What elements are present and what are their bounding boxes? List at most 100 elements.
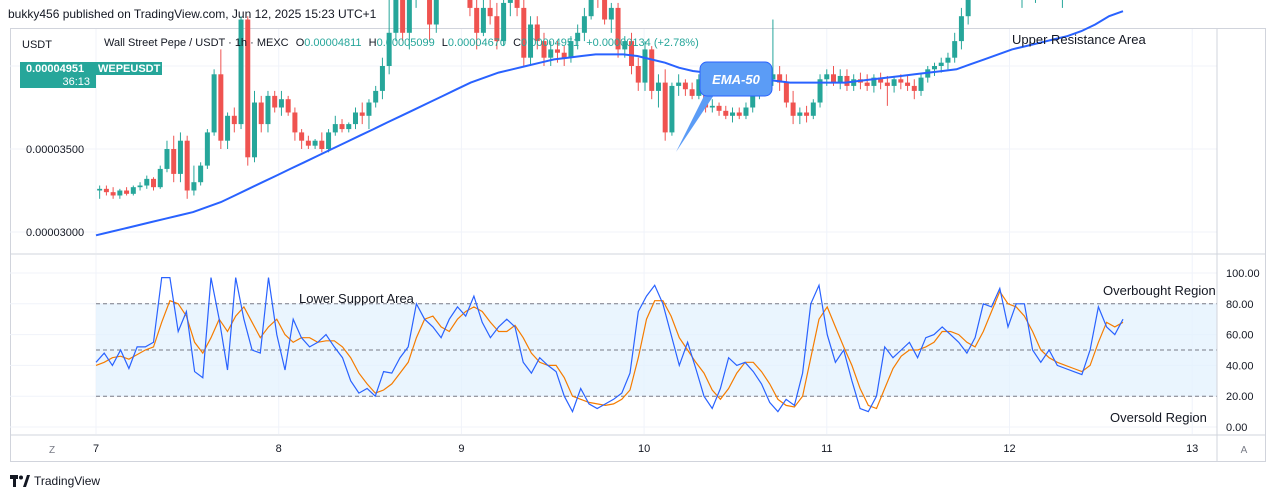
candle-body — [373, 90, 379, 103]
candle-body — [635, 66, 641, 83]
ema-line — [95, 10, 1124, 237]
candle-body — [528, 24, 534, 58]
candle-body — [292, 112, 298, 133]
candle-body — [393, 0, 399, 33]
candle-body — [952, 41, 958, 58]
stoch-d-line — [95, 290, 1124, 410]
candle-body — [716, 105, 722, 111]
footer: TradingView — [10, 472, 100, 490]
candle-body — [608, 7, 614, 20]
close-value: 0.00004951 — [521, 37, 579, 49]
candle-body — [366, 102, 372, 116]
candle-body — [137, 185, 143, 188]
publisher-line: bukky456 published on TradingView.com, J… — [8, 7, 377, 21]
footer-brand: TradingView — [34, 474, 101, 488]
candle-body — [285, 99, 291, 113]
time-tick-label: 13 — [1186, 443, 1198, 455]
candle-body — [642, 49, 648, 83]
candle-body — [299, 132, 305, 141]
stoch-axis[interactable]: 100.00 80.00 60.00 40.00 20.00 0.00 — [1226, 268, 1260, 434]
candle-body — [884, 82, 890, 86]
stoch-tick-label: 20.00 — [1226, 391, 1254, 403]
open-label: O — [296, 37, 305, 49]
candle-body — [97, 188, 103, 191]
symbol-name: Wall Street Pepe / USDT · 1h · MEXC — [104, 37, 289, 49]
candle-body — [831, 74, 837, 83]
candle-body — [898, 79, 904, 83]
candle-body — [157, 168, 163, 188]
candle-body — [326, 132, 332, 149]
auto-scale-button[interactable]: A — [1241, 445, 1248, 456]
candle-body — [770, 74, 776, 80]
candle-body — [386, 32, 392, 66]
candle-body — [541, 41, 547, 58]
oversold-label: Oversold Region — [1110, 410, 1207, 425]
candle-body — [487, 7, 493, 17]
log-scale-button[interactable]: Z — [49, 445, 55, 456]
candle-body — [171, 149, 177, 174]
ema-callout-label: EMA-50 — [712, 72, 760, 87]
price-tag-price: 0.00004951 — [26, 63, 84, 75]
candle-body — [319, 140, 325, 149]
countdown: 36:13 — [62, 76, 90, 88]
candle-body — [696, 79, 702, 96]
candle-body — [521, 7, 527, 58]
tradingview-logo-icon — [10, 475, 30, 487]
candle-body — [602, 0, 608, 20]
stoch-tick-label: 0.00 — [1226, 422, 1247, 434]
candle-body — [797, 112, 803, 116]
candle-body — [878, 77, 884, 83]
close-label: C — [513, 37, 521, 49]
candle-body — [743, 107, 749, 116]
candle-body — [945, 57, 951, 63]
candle-body — [507, 0, 513, 3]
price-tag-symbol: WEPEUSDT — [98, 63, 161, 75]
candle-body — [871, 77, 877, 86]
stoch-tick-label: 60.00 — [1226, 330, 1254, 342]
candle-body — [427, 0, 433, 25]
time-tick-label: 12 — [1003, 443, 1015, 455]
candle-body — [480, 7, 486, 33]
candle-body — [723, 110, 729, 116]
candle-body — [514, 0, 520, 8]
candle-body — [581, 16, 587, 33]
candle-body — [379, 66, 385, 91]
candle-body — [730, 112, 736, 116]
candle-body — [225, 115, 231, 141]
candles — [97, 0, 1063, 199]
candle-body — [649, 49, 655, 91]
high-label: H — [369, 37, 377, 49]
candle-body — [191, 182, 197, 191]
ema-callout-pointer — [676, 92, 716, 152]
price-tick-label: 0.00003500 — [26, 144, 84, 156]
candle-body — [312, 140, 318, 146]
candle-body — [103, 188, 109, 193]
candle-body — [117, 190, 123, 196]
candle-body — [561, 52, 567, 58]
candle-body — [965, 0, 971, 17]
low-label: L — [442, 37, 448, 49]
stoch-tick-label: 80.00 — [1226, 299, 1254, 311]
candle-body — [231, 115, 237, 125]
candle-body — [851, 79, 857, 86]
upper-resistance-label: Upper Resistance Area — [1012, 32, 1146, 47]
time-axis[interactable]: 7 8 9 10 11 12 13 — [93, 443, 1198, 455]
candle-body — [352, 112, 358, 125]
countdown-bg — [20, 75, 96, 88]
symbol-line: Wall Street Pepe / USDT · 1h · MEXC O0.0… — [104, 37, 699, 49]
time-tick-label: 10 — [638, 443, 650, 455]
change-value: +0.00000134 (+2.78%) — [586, 37, 699, 49]
price-grid — [10, 29, 1217, 253]
candle-body — [252, 102, 258, 158]
candle-body — [750, 90, 756, 108]
candle-body — [548, 49, 554, 58]
candle-body — [682, 82, 688, 90]
stoch-k-line — [95, 277, 1124, 414]
candle-body — [824, 74, 830, 80]
open-value: 0.00004811 — [304, 37, 361, 49]
time-tick-label: 11 — [821, 443, 832, 455]
candle-body — [124, 190, 130, 194]
candle-body — [305, 140, 311, 146]
